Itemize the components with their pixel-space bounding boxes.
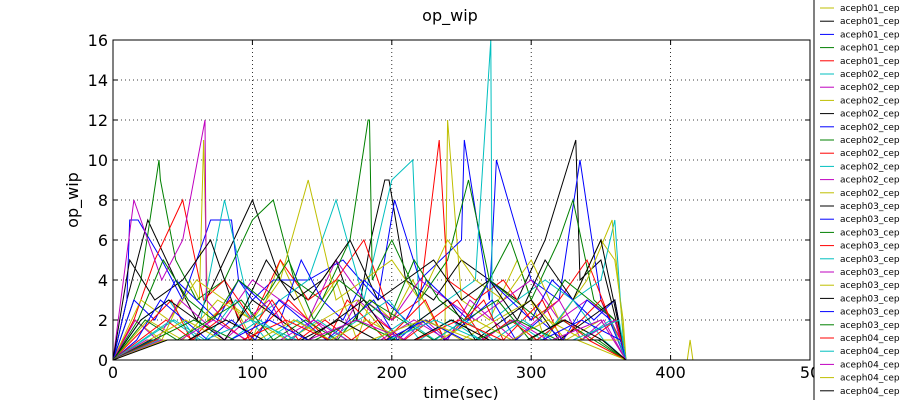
legend-label: aceph04_ceph: [840, 374, 900, 384]
ticks: [112, 39, 811, 361]
legend-label: aceph02_ceph: [840, 149, 900, 159]
x-tick-label: 200: [377, 363, 408, 382]
legend-label: aceph04_ceph: [840, 347, 900, 357]
y-tick-label: 14: [88, 71, 108, 90]
legend-label: aceph03_ceph: [840, 308, 900, 318]
legend-label: aceph03_ceph: [840, 215, 900, 225]
legend-label: aceph04_ceph: [840, 334, 900, 344]
legend-label: aceph02_ceph: [840, 83, 900, 93]
y-tick-label: 2: [98, 311, 108, 330]
series-line: [113, 179, 803, 360]
legend-label: aceph03_ceph: [840, 268, 900, 278]
legend-label: aceph02_ceph: [840, 176, 900, 186]
series-line: [113, 238, 803, 360]
series-line: [113, 299, 803, 360]
legend-label: aceph02_ceph: [840, 96, 900, 106]
legend-label: aceph01_ceph: [840, 57, 900, 67]
legend-label: aceph03_ceph: [840, 228, 900, 238]
legend-label: aceph01_ceph: [840, 4, 900, 14]
series-line: [113, 139, 803, 360]
legend-label: aceph02_ceph: [840, 110, 900, 120]
y-tick-label: 6: [98, 231, 108, 250]
y-tick-label: 0: [98, 351, 108, 370]
y-axis-label: op_wip: [63, 172, 83, 228]
legend-label: aceph03_ceph: [840, 202, 900, 212]
x-tick-label: 0: [108, 363, 118, 382]
legend-label: aceph02_ceph: [840, 123, 900, 133]
legend-label: aceph03_ceph: [840, 294, 900, 304]
series-line: [113, 119, 803, 360]
legend-label: aceph04_ceph: [840, 387, 900, 397]
legend-label: aceph01_ceph: [840, 30, 900, 40]
legend-label: aceph02_ceph: [840, 136, 900, 146]
series-line: [113, 319, 803, 360]
legend-label: aceph03_ceph: [840, 255, 900, 265]
y-tick-label: 12: [88, 111, 108, 130]
x-axis-label: time(sec): [423, 383, 499, 400]
legend-label: aceph03_ceph: [840, 281, 900, 291]
x-tick-label: 400: [655, 363, 686, 382]
legend-label: aceph02_ceph: [840, 70, 900, 80]
legend: aceph01_cephaceph01_cephaceph01_cephacep…: [813, 0, 900, 400]
legend-label: aceph02_ceph: [840, 189, 900, 199]
x-tick-label: 300: [516, 363, 547, 382]
legend-label: aceph02_ceph: [840, 162, 900, 172]
legend-label: aceph03_ceph: [840, 242, 900, 252]
y-tick-label: 8: [98, 191, 108, 210]
series-line: [113, 258, 803, 360]
legend-label: aceph01_ceph: [840, 44, 900, 54]
y-tick-label: 10: [88, 151, 108, 170]
series-layer: [113, 40, 803, 360]
y-tick-label: 4: [98, 271, 108, 290]
y-tick-label: 16: [88, 31, 108, 50]
x-tick-label: 100: [237, 363, 268, 382]
legend-label: aceph04_ceph: [840, 360, 900, 370]
legend-label: aceph03_ceph: [840, 321, 900, 331]
series-line: [113, 258, 803, 360]
legend-box: [813, 0, 900, 400]
legend-label: aceph01_ceph: [840, 17, 900, 27]
series-line: [113, 339, 803, 360]
chart-title: op_wip: [422, 6, 478, 26]
